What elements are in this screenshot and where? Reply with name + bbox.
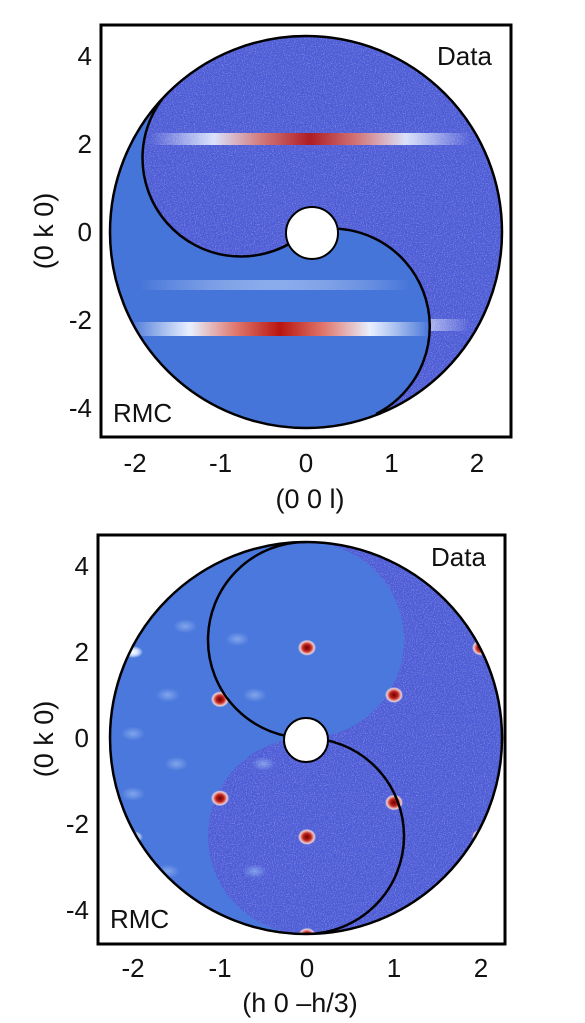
panel-top: Data RMC -2 -1 0 1 2 -4 -2 0 2 4 (0 0 l) (0 k 0) [29, 23, 513, 514]
panel-bottom-frame [96, 533, 507, 946]
diffuse-blob [173, 619, 198, 634]
bragg-peak [298, 639, 316, 656]
data-streak-k2 [150, 133, 470, 145]
x-tick-label: 2 [474, 953, 488, 983]
diffuse-blob [164, 756, 189, 771]
y-tick-label: -4 [66, 895, 89, 925]
rmc-streak-km2 [130, 322, 430, 336]
x-tick-label: 1 [384, 448, 398, 478]
y-tick-label: 2 [78, 129, 92, 159]
rmc-region [110, 542, 404, 934]
rmc-streak-km1 [140, 280, 410, 290]
rmc-label: RMC [113, 398, 172, 428]
x-axis-label: (0 0 l) [275, 484, 344, 514]
rmc-shade [110, 84, 430, 428]
diffuse-blob [121, 726, 145, 741]
bragg-peak [298, 927, 316, 934]
y-tick-label: -4 [69, 393, 92, 423]
x-tick-label: -2 [121, 953, 144, 983]
y-tick-label: -2 [66, 809, 89, 839]
y-axis-label: (0 k 0) [29, 701, 59, 778]
x-tick-label: -1 [209, 448, 232, 478]
panel-top-outline [108, 34, 504, 430]
beamstop [283, 717, 329, 763]
x-tick-label: 0 [300, 953, 314, 983]
y-tick-label: -2 [69, 305, 92, 335]
x-tick-label: -2 [123, 448, 146, 478]
x-axis-label: (h 0 –h/3) [242, 988, 358, 1018]
diffuse-blob [251, 756, 276, 771]
diffuse-blob [242, 864, 267, 879]
bragg-peak [298, 828, 316, 845]
data-label: Data [431, 542, 486, 572]
rmc-label: RMC [110, 904, 169, 934]
x-tick-label: 0 [299, 448, 313, 478]
beamstop [285, 206, 339, 260]
bragg-peak [385, 687, 403, 703]
diffuse-blob [225, 632, 250, 647]
panel-top-map [110, 36, 502, 428]
panel-top-ticks: -2 -1 0 1 2 -4 -2 0 2 4 [69, 41, 484, 478]
y-tick-label: 4 [78, 41, 92, 71]
panel-bottom-ticks: -2 -1 0 1 2 -4 -2 0 2 4 [66, 551, 488, 983]
panel-bottom-outline [108, 540, 504, 936]
x-tick-label: -1 [208, 953, 231, 983]
data-label: Data [437, 41, 492, 71]
panel-bottom: Data RMC -2 -1 0 1 2 -4 -2 0 2 4 (h 0 –h/3) (0 k … [29, 533, 507, 1018]
rmc-region [110, 84, 430, 428]
diffuse-blob [242, 688, 267, 702]
panel-top-frame [99, 23, 513, 439]
y-tick-label: 2 [75, 637, 89, 667]
x-tick-label: 1 [387, 953, 401, 983]
y-tick-label: 0 [75, 723, 89, 753]
bragg-peak [211, 691, 229, 708]
x-tick-label: 2 [470, 448, 484, 478]
panel-bottom-map [110, 542, 502, 934]
diffuse-blob [121, 786, 145, 801]
diffuse-blob [155, 688, 180, 702]
y-tick-label: 0 [78, 217, 92, 247]
rmc-diffuse-blobs [121, 619, 276, 879]
y-tick-label: 4 [75, 551, 89, 581]
bragg-peak [211, 790, 229, 807]
y-axis-label: (0 k 0) [29, 193, 59, 270]
